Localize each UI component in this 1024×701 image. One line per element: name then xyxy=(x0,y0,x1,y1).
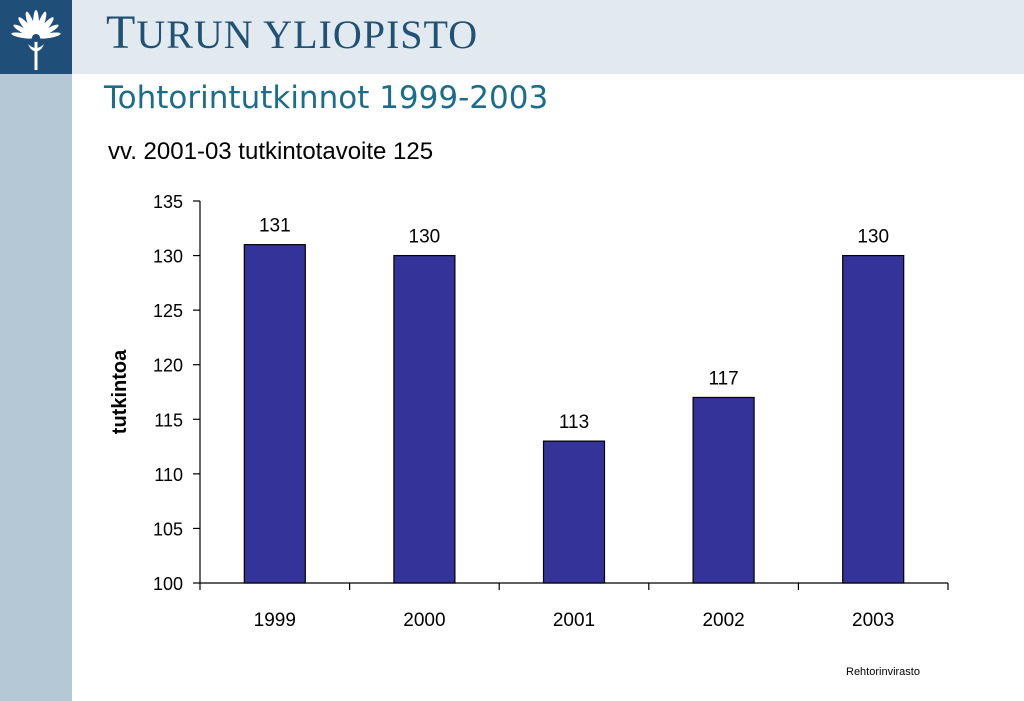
x-tick-label: 2003 xyxy=(852,610,894,631)
bar-2002 xyxy=(692,396,755,584)
university-name-initial: T xyxy=(106,6,137,59)
x-tick-label: 2001 xyxy=(553,610,595,631)
y-tick-label: 115 xyxy=(154,410,183,430)
data-label-1999: 131 xyxy=(259,216,291,237)
bar-1999 xyxy=(243,244,306,584)
y-tick-label: 105 xyxy=(153,519,183,539)
university-name-rest: URUN YLIOPISTO xyxy=(136,12,479,57)
bar-2000 xyxy=(393,254,456,584)
y-axis: 100 105 110 115 120 125 130 135 xyxy=(153,192,201,594)
x-tick-label: 2002 xyxy=(702,610,744,631)
x-tick-label: 1999 xyxy=(254,610,296,631)
chart-subtitle: vv. 2001-03 tutkintotavoite 125 xyxy=(108,138,434,165)
y-tick-label: 110 xyxy=(154,465,183,485)
data-label-2003: 130 xyxy=(857,227,889,248)
x-axis: 1999 2000 2001 2002 2003 xyxy=(199,582,949,631)
data-label-2002: 117 xyxy=(708,368,738,389)
header-band xyxy=(0,0,1024,74)
y-tick-label: 135 xyxy=(153,192,183,212)
data-labels: 131 130 113 117 130 xyxy=(259,216,889,433)
data-label-2000: 130 xyxy=(409,227,441,248)
bar-2001 xyxy=(542,440,606,584)
bar-2003 xyxy=(842,254,905,584)
bars xyxy=(243,244,905,584)
y-tick-label: 100 xyxy=(153,574,183,594)
side-band xyxy=(0,74,72,701)
y-tick-label: 125 xyxy=(153,301,183,321)
y-tick-label: 130 xyxy=(153,247,183,267)
university-seal-icon xyxy=(0,0,72,74)
y-tick-label: 120 xyxy=(153,356,183,376)
data-label-2001: 113 xyxy=(559,412,589,433)
x-tick-label: 2000 xyxy=(403,610,445,631)
y-axis-title: tutkintoa xyxy=(109,349,131,434)
footer-note: Rehtorinvirasto xyxy=(846,666,920,678)
slide-title: Tohtorintutkinnot 1999-2003 xyxy=(104,80,549,116)
university-name: TURUN YLIOPISTO xyxy=(106,8,478,58)
